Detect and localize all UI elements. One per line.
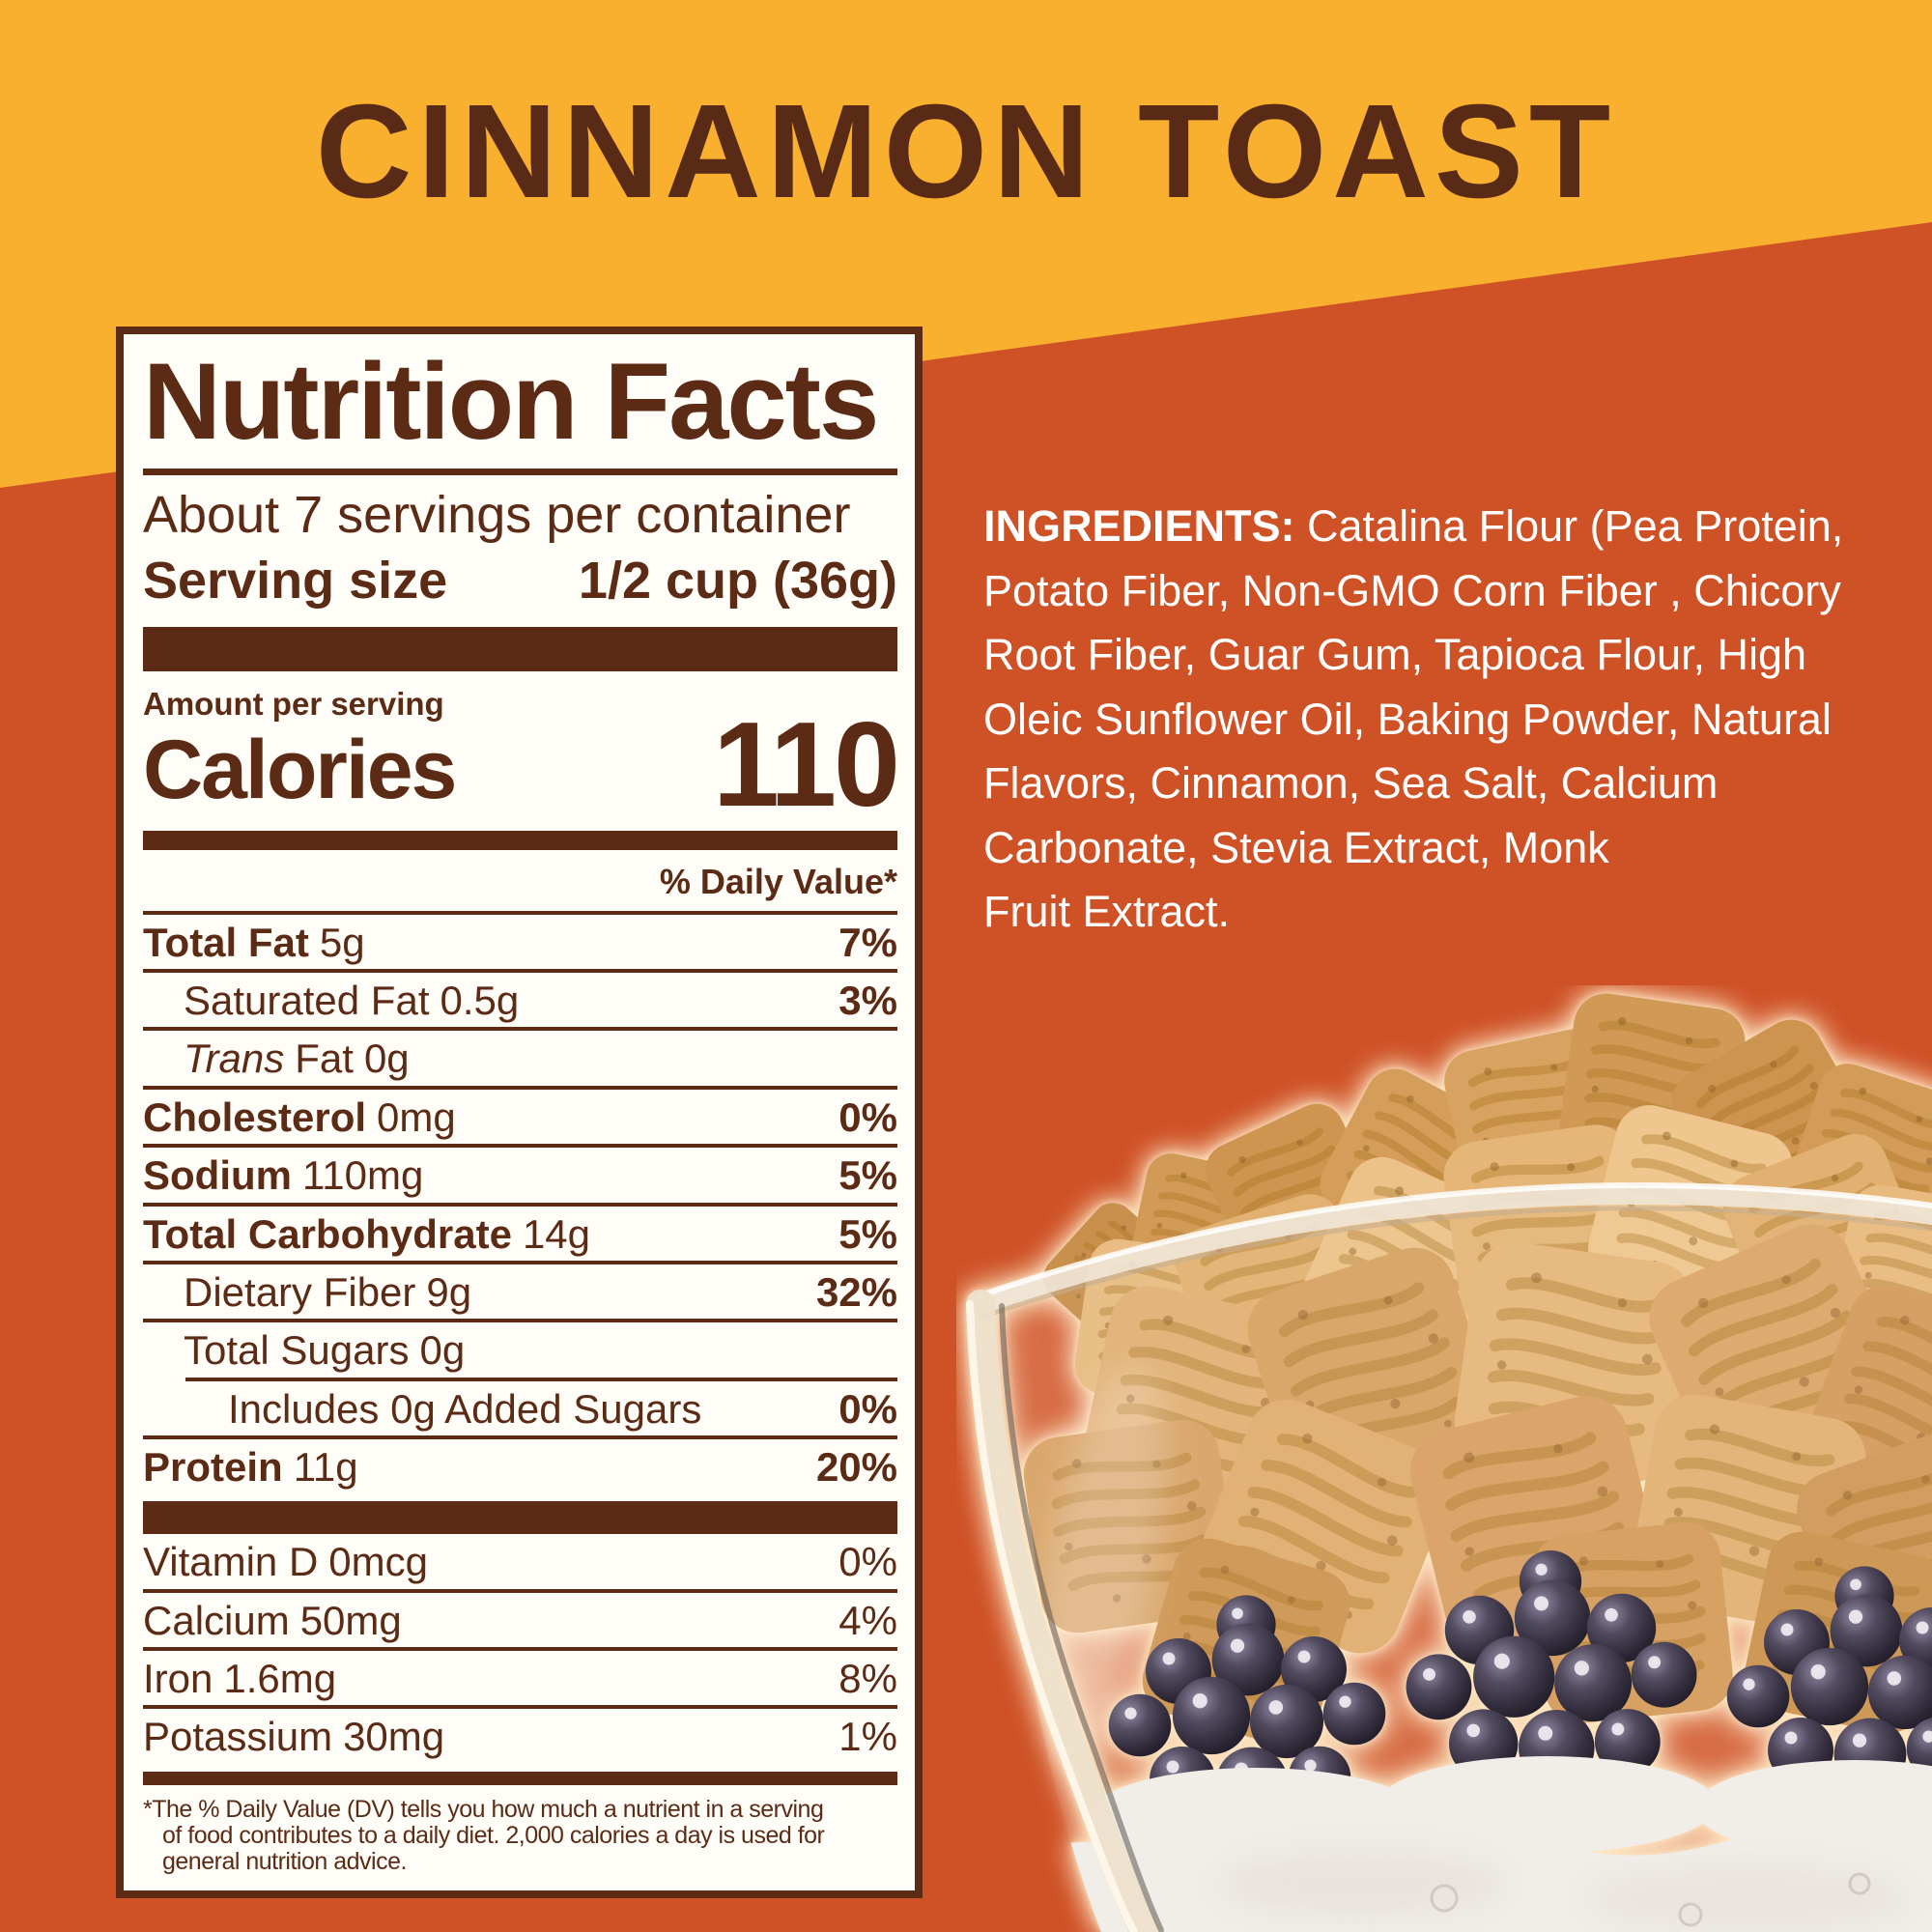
nutrient-row-added-sugars: Includes 0g Added Sugars 0% [228, 1385, 897, 1432]
nutrient-row-total-fat: Total Fat 5g 7% [143, 910, 897, 969]
ingredients-line: Flavors, Cinnamon, Sea Salt, Calcium [983, 758, 1719, 808]
daily-value-header: % Daily Value* [659, 861, 897, 901]
calories-row: Calories 110 [143, 698, 900, 833]
milk [1014, 1756, 1932, 1932]
ingredients-heading: INGREDIENTS: [983, 501, 1295, 551]
nutrient-row-protein: Protein 11g 20% [143, 1435, 897, 1493]
serving-size-value: 1/2 cup (36g) [578, 552, 897, 611]
nutrient-row-trans-fat: Trans Fat 0g [143, 1027, 897, 1085]
calories-value: 110 [712, 698, 900, 833]
amount-per-serving-label: Amount per serving [143, 685, 444, 722]
thick-separator-bar [143, 626, 897, 671]
ingredients-paragraph: INGREDIENTS: Catalina Flour (Pea Protein… [983, 495, 1932, 945]
nutrient-row-total-carbohydrate: Total Carbohydrate 14g 5% [143, 1202, 897, 1261]
vitamin-row-potassium: Potassium 30mg 1% [143, 1705, 897, 1763]
servings-per-container: About 7 servings per container [143, 485, 851, 544]
ingredients-line: INGREDIENTS: Catalina Flour (Pea Protein… [983, 501, 1844, 551]
serving-size-row: Serving size 1/2 cup (36g) [143, 552, 897, 611]
ingredients-line: Fruit Extract. [983, 887, 1231, 936]
serving-size-label: Serving size [143, 552, 448, 611]
nutrition-facts-title: Nutrition Facts [143, 341, 879, 462]
vitamin-row-calcium: Calcium 50mg 4% [143, 1588, 897, 1647]
nutrient-row-dietary-fiber: Dietary Fiber 9g 32% [143, 1260, 897, 1319]
medium-separator-bar [143, 830, 897, 850]
ingredients-line: Oleic Sunflower Oil, Baking Powder, Natu… [983, 694, 1832, 744]
nutrient-row-cholesterol: Cholesterol 0mg 0% [143, 1085, 897, 1144]
nutrient-row-sodium: Sodium 110mg 5% [143, 1144, 897, 1202]
vitamin-row-iron: Iron 1.6mg 8% [143, 1647, 897, 1705]
glass-bowl [966, 1182, 1932, 1932]
indented-rule [185, 1377, 897, 1381]
calories-label: Calories [143, 724, 457, 816]
title-rule [143, 468, 897, 475]
cereal-bowl-photo [966, 985, 1932, 1932]
vitamin-row-vitamin-d: Vitamin D 0mcg 0% [143, 1539, 897, 1585]
thick-separator-bar [143, 1501, 897, 1535]
nutrition-facts-label: Nutrition Facts About 7 servings per con… [116, 327, 923, 1898]
ingredients-line: Root Fiber, Guar Gum, Tapioca Flour, Hig… [983, 630, 1807, 679]
daily-value-footnote: *The % Daily Value (DV) tells you how mu… [143, 1795, 825, 1875]
thin-separator-bar [143, 1771, 897, 1785]
nutrient-row-total-sugars: Total Sugars 0g [143, 1319, 897, 1377]
ingredients-line: Potato Fiber, Non-GMO Corn Fiber , Chico… [983, 565, 1841, 615]
nutrient-row-saturated-fat: Saturated Fat 0.5g 3% [143, 969, 897, 1027]
product-flavor-title: CINNAMON TOAST [315, 77, 1617, 226]
ingredients-line: Carbonate, Stevia Extract, Monk [983, 822, 1609, 872]
